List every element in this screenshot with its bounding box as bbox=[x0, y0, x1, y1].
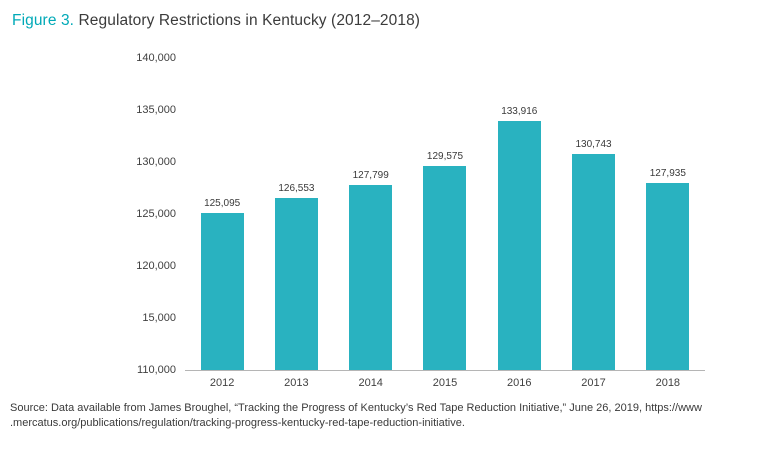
bar-group: 125,095 2012 bbox=[185, 58, 259, 389]
bar-group: 126,553 2013 bbox=[259, 58, 333, 389]
source-line-2: .mercatus.org/publications/regulation/tr… bbox=[10, 417, 465, 429]
source-note: Source: Data available from James Brough… bbox=[10, 401, 762, 431]
bar-value-label: 127,799 bbox=[352, 170, 389, 181]
bar-value-label: 126,553 bbox=[278, 183, 315, 194]
bar bbox=[423, 166, 467, 370]
bar bbox=[572, 154, 616, 370]
y-tick-label: 130,000 bbox=[136, 156, 176, 168]
y-tick-label: 135,000 bbox=[136, 104, 176, 116]
chart-title-prefix: Figure 3. bbox=[12, 12, 75, 29]
x-axis-label: 2018 bbox=[655, 377, 681, 389]
bar-group: 133,916 2016 bbox=[482, 58, 556, 389]
bar-group: 129,575 2015 bbox=[408, 58, 482, 389]
x-axis-label: 2015 bbox=[432, 377, 458, 389]
bar-value-label: 130,743 bbox=[575, 139, 612, 150]
y-tick-label: 140,000 bbox=[136, 52, 176, 64]
y-tick-label: 125,000 bbox=[136, 208, 176, 220]
x-axis-label: 2014 bbox=[358, 377, 383, 389]
plot-area: 125,095 2012 126,553 2013 127,799 2014 129,575… bbox=[185, 58, 705, 389]
x-axis-label: 2012 bbox=[209, 377, 235, 389]
y-tick-label: 15,000 bbox=[142, 312, 176, 324]
source-line-1: Source: Data available from James Brough… bbox=[10, 402, 702, 414]
y-tick-label: 110,000 bbox=[137, 364, 176, 376]
bar-group: 127,935 2018 bbox=[631, 58, 705, 389]
y-axis: 140,000 135,000 130,000 125,000 120,000 15,00… bbox=[108, 52, 176, 376]
bar-value-label: 127,935 bbox=[649, 168, 686, 179]
bar bbox=[646, 183, 690, 370]
chart-title-text: Regulatory Restrictions in Kentucky (201… bbox=[74, 12, 421, 29]
x-axis-label: 2013 bbox=[284, 377, 309, 389]
bar-value-label: 133,916 bbox=[501, 106, 538, 117]
x-axis-label: 2016 bbox=[507, 377, 532, 389]
bar-value-label: 129,575 bbox=[426, 151, 464, 162]
chart-title: Figure 3. Regulatory Restrictions in Ken… bbox=[12, 12, 420, 30]
bar-series: 125,095 2012 126,553 2013 127,799 2014 129,575… bbox=[185, 58, 705, 389]
bar-group: 127,799 2014 bbox=[334, 58, 408, 389]
bar-value-label: 125,095 bbox=[204, 198, 241, 209]
bar bbox=[200, 213, 244, 370]
x-axis-label: 2017 bbox=[581, 377, 606, 389]
bar bbox=[497, 121, 541, 370]
bar bbox=[274, 198, 318, 370]
bar-group: 130,743 2017 bbox=[556, 58, 630, 389]
y-tick-label: 120,000 bbox=[136, 260, 176, 272]
bar bbox=[349, 185, 393, 370]
